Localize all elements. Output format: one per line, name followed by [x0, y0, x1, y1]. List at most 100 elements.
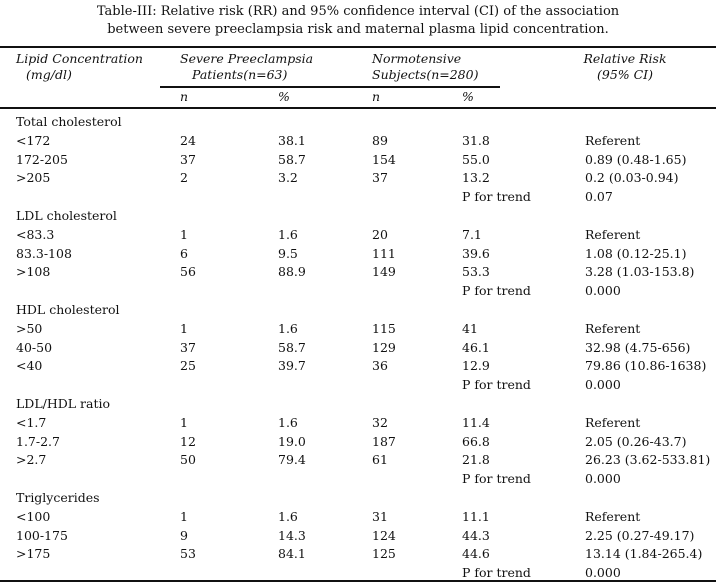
rr-cell: Referent	[585, 226, 641, 242]
rr-cell: 26.23 (3.62-533.81)	[585, 452, 711, 468]
table-row: <1.7 1 1.6 32 11.4 Referent	[0, 413, 716, 432]
severe-n-cell: 9	[180, 527, 188, 543]
group-header-row: Total cholesterol	[0, 112, 716, 131]
severe-pct-cell: 58.7	[278, 151, 306, 167]
trend-row: P for trend 0.000	[0, 563, 716, 582]
group-header-row: LDL cholesterol	[0, 206, 716, 225]
table-row: >205 2 3.2 37 13.2 0.2 (0.03-0.94)	[0, 168, 716, 187]
trend-label: P for trend	[462, 189, 531, 205]
header-n-severe: n	[180, 89, 189, 104]
range-cell: <83.3	[16, 226, 55, 242]
header-severe: Severe Preeclampsia	[180, 51, 314, 66]
rr-cell: 2.05 (0.26-43.7)	[585, 433, 687, 449]
normo-n-cell: 61	[372, 452, 388, 468]
table-caption-line1: Table-III: Relative risk (RR) and 95% co…	[96, 4, 620, 19]
severe-n-cell: 37	[180, 339, 196, 355]
rr-cell: 3.28 (1.03-153.8)	[585, 264, 695, 280]
table-row: >175 53 84.1 125 44.6 13.14 (1.84-265.4)	[0, 544, 716, 563]
table-row: 40-50 37 58.7 129 46.1 32.98 (4.75-656)	[0, 338, 716, 357]
group-name: Triglycerides	[16, 490, 100, 505]
rr-cell: 2.25 (0.27-49.17)	[585, 527, 695, 543]
group-header-row: HDL cholesterol	[0, 300, 716, 319]
severe-pct-cell: 84.1	[278, 546, 306, 562]
normo-pct-cell: 41	[462, 320, 478, 336]
group-header-row: Triglycerides	[0, 488, 716, 507]
trend-row: P for trend 0.000	[0, 281, 716, 300]
normo-pct-cell: 31.8	[462, 132, 490, 148]
range-cell: >2.7	[16, 452, 47, 468]
normo-n-cell: 36	[372, 358, 388, 374]
header-normo-n: Subjects(n=280)	[372, 67, 479, 82]
severe-pct-cell: 39.7	[278, 358, 306, 374]
severe-n-cell: 1	[180, 226, 188, 242]
trend-label: P for trend	[462, 471, 531, 487]
normo-n-cell: 187	[372, 433, 396, 449]
rr-cell: Referent	[585, 414, 641, 430]
rr-cell: Referent	[585, 508, 641, 524]
range-cell: <40	[16, 358, 43, 374]
range-cell: 1.7-2.7	[16, 433, 60, 449]
normo-pct-cell: 12.9	[462, 358, 490, 374]
severe-n-cell: 56	[180, 264, 196, 280]
rr-cell: Referent	[585, 132, 641, 148]
severe-n-cell: 1	[180, 508, 188, 524]
range-cell: >108	[16, 264, 51, 280]
range-cell: <100	[16, 508, 51, 524]
group-header-row: LDL/HDL ratio	[0, 394, 716, 413]
trend-value: 0.000	[585, 471, 621, 487]
table-row: 172-205 37 58.7 154 55.0 0.89 (0.48-1.65)	[0, 150, 716, 169]
severe-pct-cell: 1.6	[278, 320, 298, 336]
normo-n-cell: 31	[372, 508, 388, 524]
group-name: Total cholesterol	[16, 114, 122, 129]
range-cell: 83.3-108	[16, 245, 72, 261]
range-cell: >205	[16, 170, 51, 186]
table-row: <83.3 1 1.6 20 7.1 Referent	[0, 225, 716, 244]
rr-cell: 0.89 (0.48-1.65)	[585, 151, 687, 167]
header-rule	[0, 107, 716, 109]
normo-n-cell: 20	[372, 226, 388, 242]
normo-pct-cell: 7.1	[462, 226, 482, 242]
rr-cell: 0.2 (0.03-0.94)	[585, 170, 679, 186]
trend-row: P for trend 0.000	[0, 375, 716, 394]
severe-pct-cell: 1.6	[278, 414, 298, 430]
table-row: >108 56 88.9 149 53.3 3.28 (1.03-153.8)	[0, 262, 716, 281]
severe-n-cell: 2	[180, 170, 188, 186]
table-row: >2.7 50 79.4 61 21.8 26.23 (3.62-533.81)	[0, 450, 716, 469]
range-cell: >50	[16, 320, 43, 336]
severe-n-cell: 12	[180, 433, 196, 449]
normo-n-cell: 115	[372, 320, 396, 336]
normo-n-cell: 125	[372, 546, 396, 562]
normo-n-cell: 154	[372, 151, 396, 167]
severe-pct-cell: 9.5	[278, 245, 298, 261]
normo-pct-cell: 13.2	[462, 170, 490, 186]
normo-n-cell: 89	[372, 132, 388, 148]
header-severe-n: Patients(n=63)	[192, 67, 288, 82]
rr-cell: 1.08 (0.12-25.1)	[585, 245, 687, 261]
normo-pct-cell: 21.8	[462, 452, 490, 468]
header-pct-normo: %	[462, 89, 474, 104]
group-rule	[160, 86, 500, 88]
severe-pct-cell: 3.2	[278, 170, 298, 186]
severe-pct-cell: 38.1	[278, 132, 306, 148]
severe-n-cell: 37	[180, 151, 196, 167]
severe-n-cell: 50	[180, 452, 196, 468]
header-lipid: Lipid Concentration	[16, 51, 143, 66]
trend-row: P for trend 0.000	[0, 469, 716, 488]
table-row: <100 1 1.6 31 11.1 Referent	[0, 507, 716, 526]
group-name: HDL cholesterol	[16, 302, 120, 317]
normo-n-cell: 37	[372, 170, 388, 186]
severe-pct-cell: 14.3	[278, 527, 306, 543]
normo-pct-cell: 53.3	[462, 264, 490, 280]
rr-cell: 32.98 (4.75-656)	[585, 339, 691, 355]
table-caption-line2: between severe preeclampsia risk and mat…	[107, 22, 609, 37]
normo-n-cell: 111	[372, 245, 396, 261]
normo-pct-cell: 44.3	[462, 527, 490, 543]
table-row: >50 1 1.6 115 41 Referent	[0, 319, 716, 338]
header-normo: Normotensive	[372, 51, 462, 66]
normo-n-cell: 149	[372, 264, 396, 280]
normo-pct-cell: 44.6	[462, 546, 490, 562]
table-row: 100-175 9 14.3 124 44.3 2.25 (0.27-49.17)	[0, 526, 716, 545]
severe-pct-cell: 19.0	[278, 433, 306, 449]
table-row: 83.3-108 6 9.5 111 39.6 1.08 (0.12-25.1)	[0, 244, 716, 263]
trend-label: P for trend	[462, 377, 531, 393]
